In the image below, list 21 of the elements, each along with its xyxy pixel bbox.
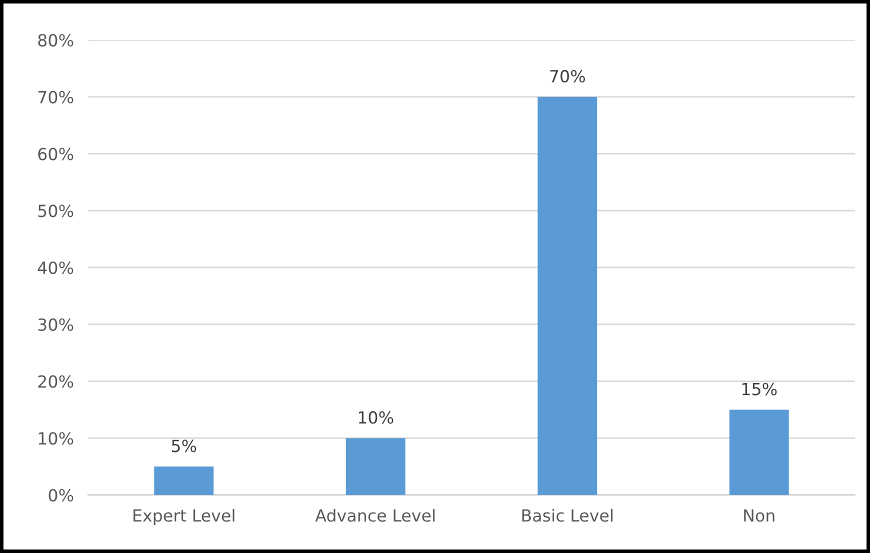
x-tick-label: Advance Level: [315, 508, 435, 522]
y-tick-label: 60%: [38, 148, 74, 160]
x-tick-label: Expert Level: [134, 508, 234, 526]
data-label: 10%: [358, 411, 394, 424]
x-tick-label: Non: [744, 509, 774, 522]
y-tick-label: 80%: [38, 34, 74, 47]
data-label: 15%: [742, 382, 777, 396]
data-label: 5%: [172, 440, 196, 452]
bar: [346, 438, 406, 495]
y-tick-label: 70%: [38, 90, 74, 104]
y-tick-label: 40%: [38, 261, 74, 274]
y-tick-label: 50%: [38, 204, 74, 218]
y-tick-label: 10%: [38, 432, 74, 445]
y-tick-label: 0%: [48, 488, 74, 502]
bar: [538, 96, 598, 495]
bar: [154, 466, 214, 495]
x-tick-label: Basic Level: [522, 508, 613, 522]
y-tick-label: 20%: [38, 375, 74, 388]
bar: [729, 410, 789, 495]
y-tick-label: 30%: [38, 318, 74, 331]
data-label: 70%: [550, 70, 585, 83]
